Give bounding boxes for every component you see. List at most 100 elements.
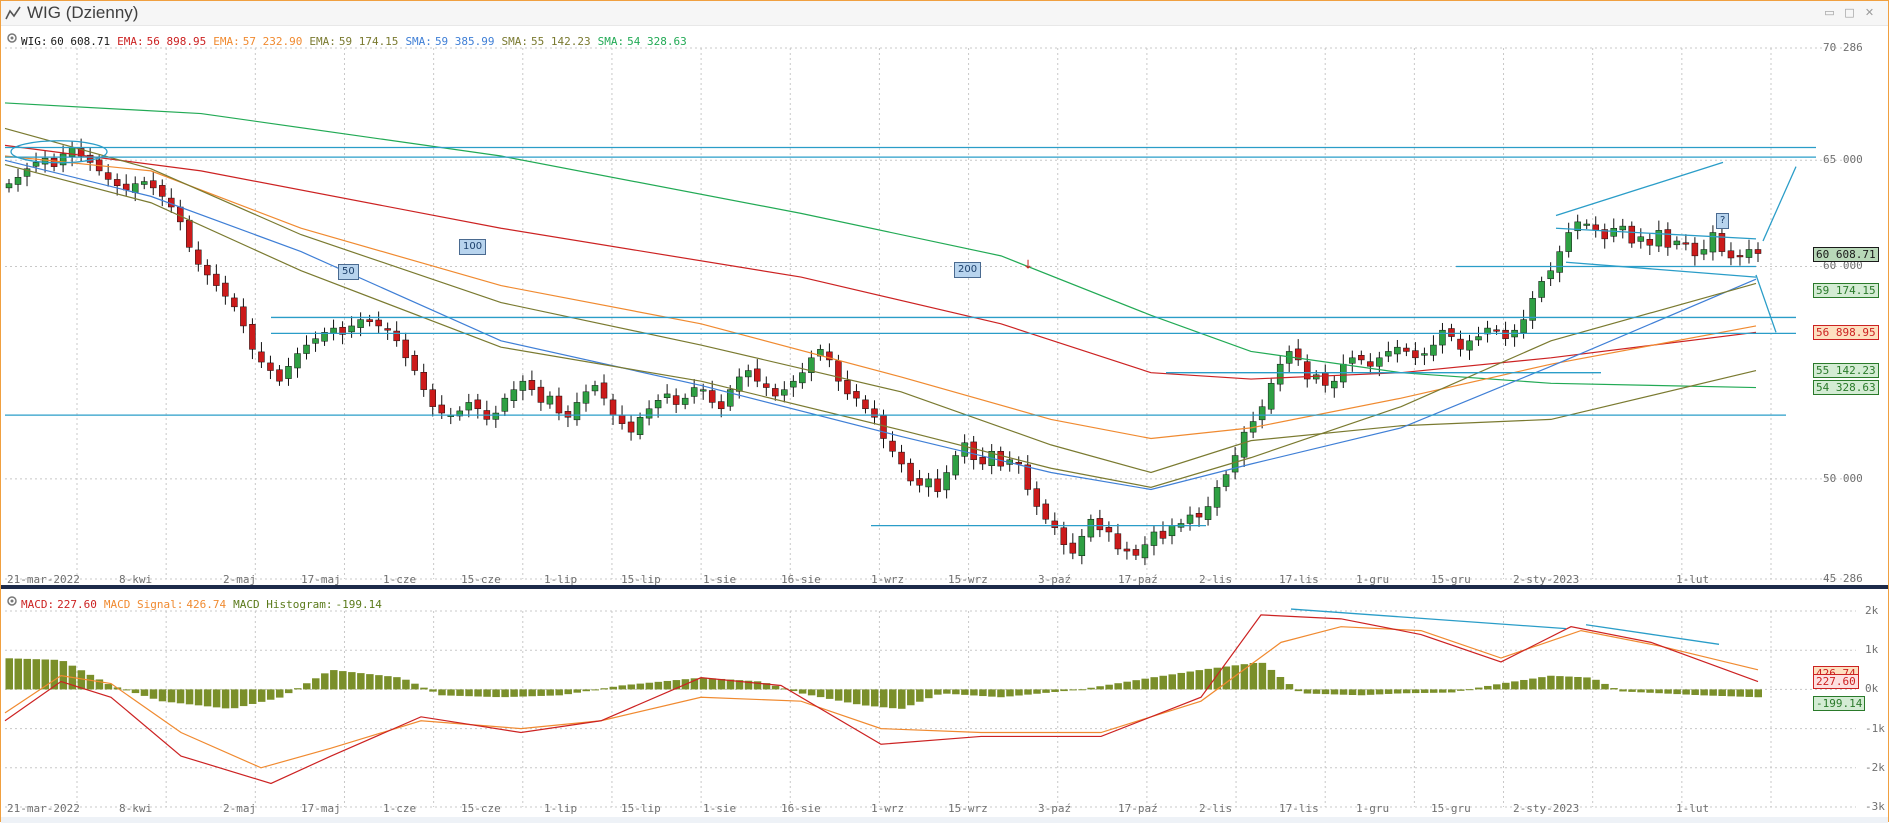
histogram-bar bbox=[122, 689, 131, 691]
x-tick-label: 1-lut bbox=[1676, 802, 1710, 815]
x-tick-label: 16-sie bbox=[781, 573, 821, 586]
candle-up bbox=[781, 389, 788, 396]
candle-up bbox=[690, 387, 698, 397]
candle-up bbox=[745, 370, 752, 378]
histogram-bar bbox=[970, 689, 978, 696]
histogram-bar bbox=[780, 688, 789, 690]
candle-down bbox=[1114, 533, 1122, 550]
candle-up bbox=[1430, 344, 1437, 356]
histogram-bar bbox=[339, 671, 347, 690]
histogram-bar bbox=[1231, 665, 1240, 690]
histogram-bar bbox=[672, 680, 681, 690]
candle-down bbox=[618, 414, 626, 424]
value-tag: 227.60 bbox=[1813, 674, 1859, 690]
histogram-bar bbox=[248, 689, 257, 704]
histogram-bar bbox=[465, 689, 473, 697]
candle-down bbox=[1502, 329, 1509, 339]
histogram-bar bbox=[1159, 675, 1167, 690]
candle-down bbox=[717, 401, 725, 410]
histogram-bar bbox=[1069, 689, 1077, 691]
histogram-bar bbox=[501, 689, 509, 698]
histogram-bar bbox=[221, 689, 230, 709]
x-tick-label: 16-sie bbox=[781, 802, 821, 815]
histogram-bar bbox=[1060, 689, 1068, 692]
candle-down bbox=[1322, 372, 1329, 386]
x-tick-label: 15-cze bbox=[461, 802, 501, 815]
histogram-bar bbox=[1114, 683, 1122, 690]
histogram-bar bbox=[447, 689, 455, 696]
x-tick-label: 1-wrz bbox=[871, 802, 905, 815]
histogram-bar bbox=[898, 689, 906, 709]
candle-down bbox=[1096, 518, 1104, 531]
candle-down bbox=[627, 421, 635, 433]
x-tick-label: 2-sty-2023 bbox=[1513, 573, 1580, 586]
histogram-bar bbox=[1168, 674, 1176, 690]
restore-icon[interactable]: □ bbox=[1844, 6, 1855, 19]
candle-up bbox=[321, 332, 328, 342]
histogram-bar bbox=[1105, 684, 1113, 690]
minimize-icon[interactable]: ▭ bbox=[1824, 6, 1835, 19]
y-tick-label: -3k bbox=[1865, 800, 1885, 813]
histogram-bar bbox=[1384, 689, 1393, 694]
price-legend: WIG: 60 608.71 EMA: 56 898.95 EMA: 57 232.90 E… bbox=[1, 28, 1861, 48]
candle-up bbox=[1213, 487, 1221, 508]
histogram-bar bbox=[618, 685, 627, 690]
candle-down bbox=[366, 319, 373, 322]
x-tick-label: 15-wrz bbox=[948, 573, 988, 586]
title-bar: WIG (Dzienny) ▭ □ ✕ bbox=[1, 1, 1888, 26]
trend-line bbox=[1585, 624, 1720, 645]
period-marker-50: 50 bbox=[338, 263, 359, 280]
y-tick-label: -2k bbox=[1865, 760, 1885, 774]
histogram-bar bbox=[1493, 684, 1501, 690]
histogram-bar bbox=[1033, 689, 1041, 694]
histogram-bar bbox=[735, 680, 744, 690]
histogram-bar bbox=[1303, 689, 1312, 694]
price-panel[interactable]: WIG: 60 608.71 EMA: 56 898.95 EMA: 57 232.90 E… bbox=[1, 26, 1888, 586]
candle-down bbox=[1132, 549, 1140, 556]
x-tick-label: 15-gru bbox=[1431, 802, 1471, 815]
gear-icon[interactable] bbox=[5, 31, 19, 45]
histogram-bar bbox=[925, 689, 933, 699]
candle-down bbox=[1412, 350, 1419, 359]
candle-down bbox=[763, 383, 770, 388]
histogram-bar bbox=[1150, 677, 1158, 690]
candle-down bbox=[1601, 229, 1608, 240]
candle-down bbox=[1682, 242, 1690, 245]
trend-line bbox=[1555, 161, 1724, 217]
histogram-bar bbox=[771, 685, 780, 690]
candle-up bbox=[1394, 346, 1401, 355]
candle-up bbox=[1240, 431, 1248, 458]
candle-up bbox=[32, 162, 40, 167]
x-tick-label: 17-paź bbox=[1118, 573, 1158, 586]
histogram-bar bbox=[798, 689, 807, 694]
candle-up bbox=[312, 338, 319, 344]
histogram-bar bbox=[203, 689, 212, 707]
bottom-scrollbar[interactable] bbox=[1, 817, 1888, 823]
candle-up bbox=[1475, 336, 1482, 341]
x-tick-label: 2-lis bbox=[1199, 802, 1233, 815]
candle-down bbox=[113, 179, 121, 187]
histogram-bar bbox=[1087, 687, 1095, 690]
x-tick-label: 2-maj bbox=[223, 573, 257, 586]
close-icon[interactable]: ✕ bbox=[1864, 6, 1875, 19]
panel-divider[interactable] bbox=[1, 585, 1888, 589]
histogram-bar bbox=[23, 658, 32, 690]
histogram-bar bbox=[1429, 689, 1438, 693]
histogram-bar bbox=[275, 689, 284, 698]
candle-up bbox=[1150, 531, 1158, 546]
macd-panel[interactable]: MACD: 227.60 MACD Signal: 426.74 MACD Histog… bbox=[1, 589, 1888, 817]
candle-down bbox=[276, 369, 283, 382]
gear-icon[interactable] bbox=[5, 594, 19, 608]
candle-up bbox=[726, 389, 734, 407]
macd-chart[interactable] bbox=[1, 589, 1888, 817]
histogram-bar bbox=[1015, 689, 1023, 696]
histogram-bar bbox=[1438, 689, 1447, 693]
ema-100-line bbox=[4, 155, 1757, 440]
price-chart[interactable]: ↓ bbox=[1, 26, 1888, 585]
candle-down bbox=[898, 451, 905, 465]
histogram-bar bbox=[321, 673, 329, 690]
candle-up bbox=[943, 472, 950, 491]
candle-down bbox=[204, 264, 211, 276]
candle-down bbox=[754, 368, 761, 382]
histogram-bar bbox=[609, 686, 618, 690]
